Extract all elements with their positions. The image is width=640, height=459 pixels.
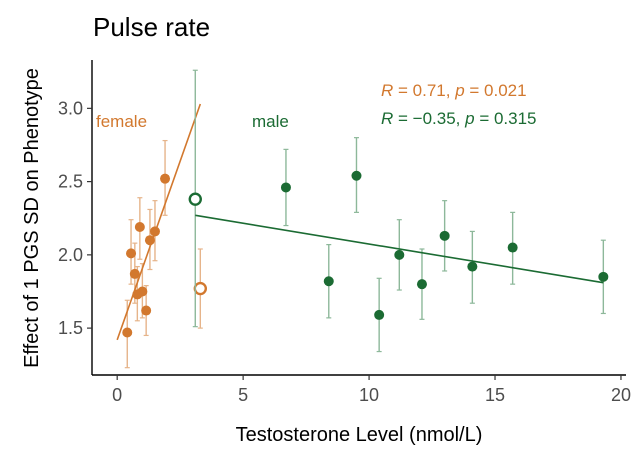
x-tick-label-2: 10 <box>359 385 379 405</box>
female-point-6 <box>141 305 152 316</box>
male-point-4 <box>374 309 385 320</box>
male-point-10 <box>598 271 609 282</box>
female-stat-label: R = 0.71, p = 0.021 <box>381 81 527 100</box>
female-point-1 <box>126 248 137 259</box>
y-tick-label-0: 1.5 <box>58 318 83 338</box>
male-trend-line <box>195 214 604 284</box>
male-point-1 <box>280 182 291 193</box>
female-point-8 <box>149 226 160 237</box>
x-tick-label-4: 20 <box>611 385 631 405</box>
female-point-2 <box>129 268 140 279</box>
male-point-2 <box>323 276 334 287</box>
male-point-5 <box>394 249 405 260</box>
data-layer <box>116 69 609 369</box>
y-tick-label-1: 2.0 <box>58 245 83 265</box>
male-point-open-0 <box>188 192 202 206</box>
y-axis-title: Effect of 1 PGS SD on Phenotype <box>21 68 43 368</box>
female-point-4 <box>134 222 145 233</box>
x-tick-label-0: 0 <box>112 385 122 405</box>
male-label: male <box>252 112 289 131</box>
ticks-layer: 0 5 10 15 20 1.5 2.0 2.5 3.0 <box>58 98 631 405</box>
y-tick-label-3: 3.0 <box>58 98 83 118</box>
female-trend-line <box>116 103 202 341</box>
male-point-3 <box>351 170 362 181</box>
female-point-9 <box>160 173 171 184</box>
female-label: female <box>96 112 147 131</box>
y-tick-label-2: 2.5 <box>58 172 83 192</box>
x-tick-label-3: 15 <box>485 385 505 405</box>
female-point-5 <box>137 286 148 297</box>
male-point-6 <box>416 279 427 290</box>
female-point-open-10 <box>193 281 208 296</box>
male-stat-label: R = −0.35, p = 0.315 <box>381 109 537 128</box>
male-point-8 <box>467 261 478 272</box>
chart-title: Pulse rate <box>93 12 210 42</box>
male-point-9 <box>507 242 518 253</box>
x-tick-label-1: 5 <box>238 385 248 405</box>
x-axis-title: Testosterone Level (nmol/L) <box>236 424 483 446</box>
female-point-7 <box>144 235 155 246</box>
male-point-7 <box>439 230 450 241</box>
female-point-0 <box>122 327 133 338</box>
